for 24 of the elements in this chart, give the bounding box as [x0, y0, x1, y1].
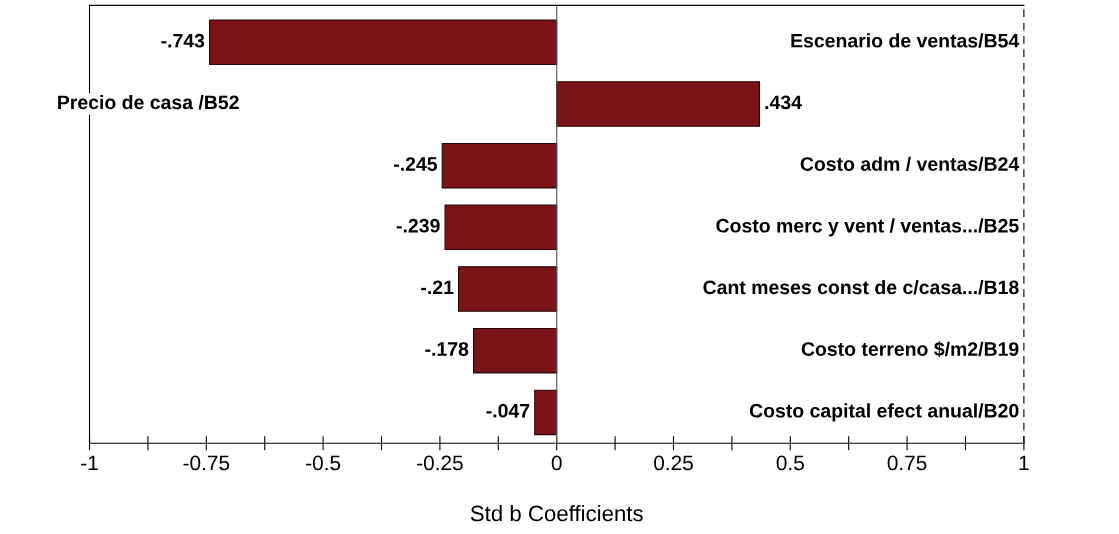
- x-tick-label: -1: [81, 455, 98, 471]
- data-label: -.047: [486, 403, 530, 418]
- x-tick-label: -0.75: [183, 455, 230, 471]
- x-tick-label: 0.75: [887, 455, 927, 471]
- y-tick-label: Cant meses const de c/casa.../B18: [703, 279, 1019, 295]
- y-tick-label: Escenario de ventas/B54: [791, 33, 1020, 48]
- data-label: -.245: [394, 157, 438, 171]
- data-label: -.743: [161, 33, 205, 48]
- x-tick-label: 0.25: [654, 455, 693, 471]
- data-label: -.178: [425, 342, 469, 356]
- x-tick-label: 0: [551, 455, 562, 471]
- data-label: -.21: [421, 280, 454, 295]
- data-label: .434: [765, 95, 802, 110]
- y-tick-label: Costo merc y vent / ventas.../B25: [716, 218, 1019, 237]
- y-tick-label: Costo adm / ventas/B24: [800, 156, 1020, 172]
- x-axis-title: Std b Coefficients: [470, 505, 643, 522]
- x-tick-label: -0.25: [417, 455, 463, 471]
- data-label: -.239: [396, 218, 440, 233]
- y-tick-label: Costo terreno $/m2/B19: [801, 341, 1019, 358]
- x-tick-label: -0.5: [306, 455, 341, 471]
- x-tick-label: 1: [1019, 455, 1029, 471]
- y-tick-label: Precio de casa /B52: [58, 94, 239, 110]
- x-tick-label: 0.5: [776, 455, 804, 471]
- y-tick-label: Costo capital efect anual/B20: [749, 403, 1019, 422]
